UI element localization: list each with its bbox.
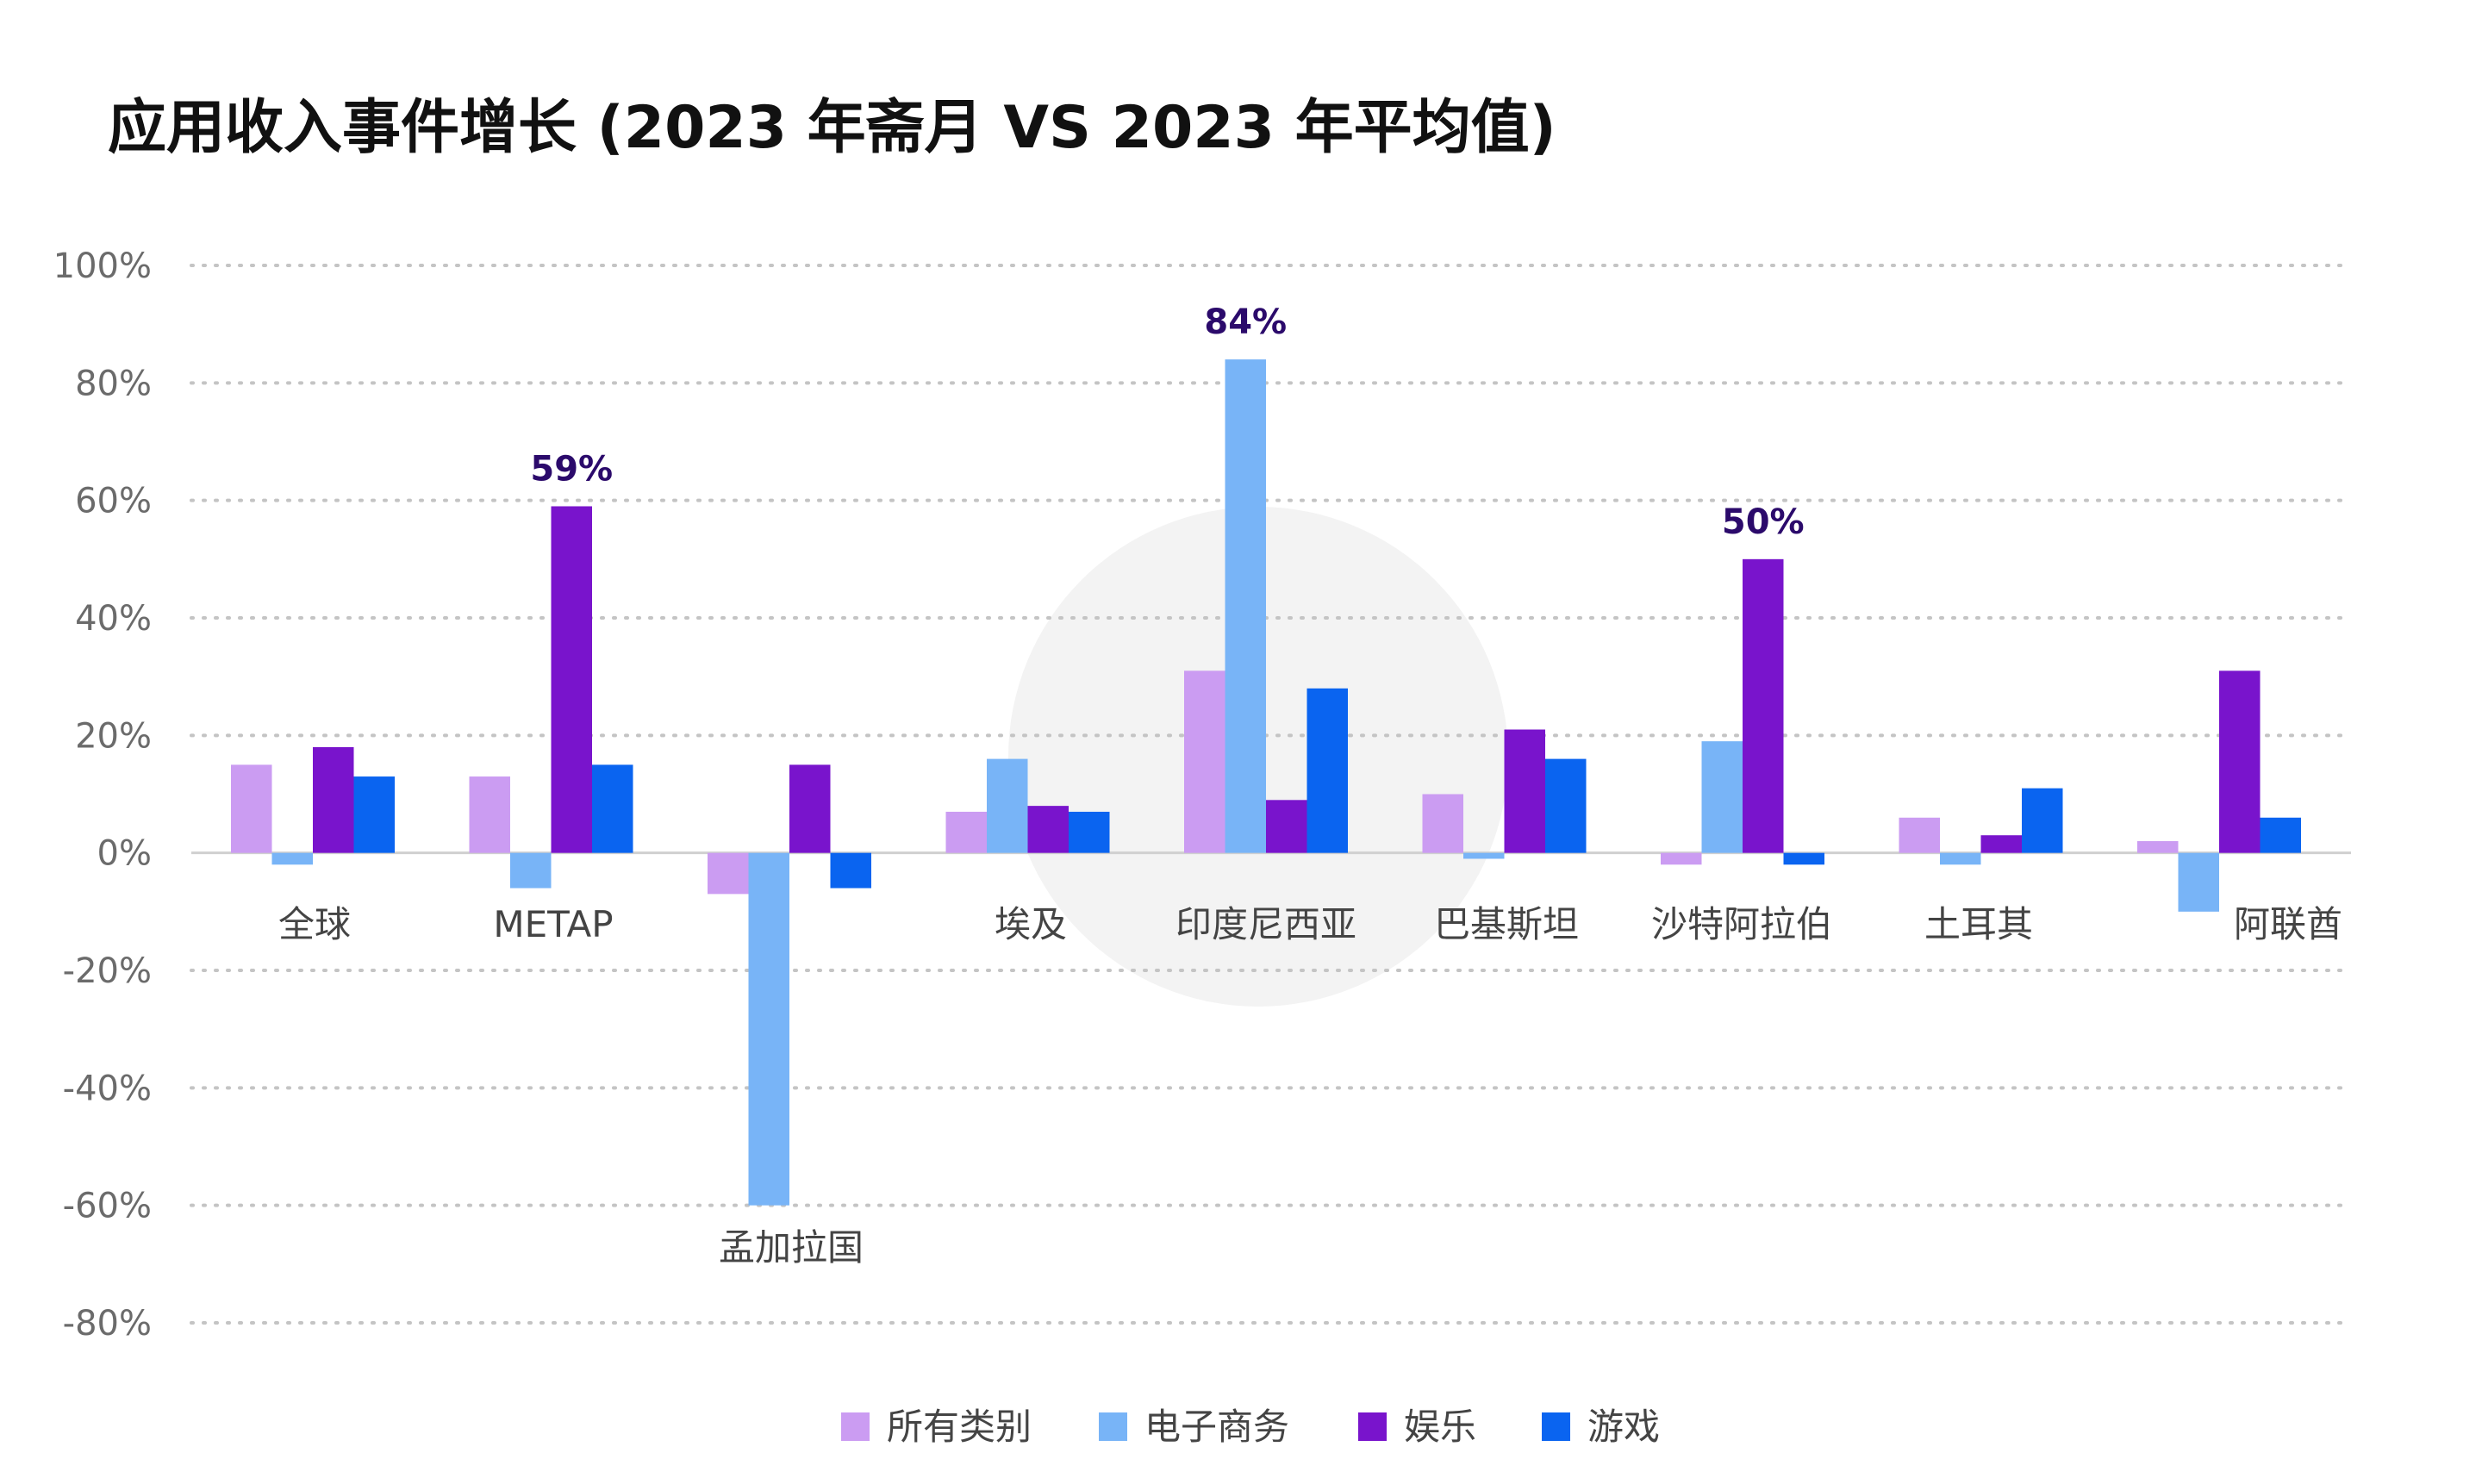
bar: [1069, 811, 1110, 853]
category-label: 土耳其: [1924, 903, 2033, 945]
bar: [592, 764, 633, 853]
legend-swatch: [1358, 1412, 1387, 1441]
bar: [1545, 758, 1587, 853]
y-tick-label: 100%: [53, 246, 152, 286]
bar: [1422, 794, 1463, 853]
bar: [1027, 806, 1069, 853]
bar: [1463, 852, 1505, 859]
category-label: METAP: [493, 903, 613, 945]
bar: [551, 506, 592, 853]
bar: [2178, 852, 2219, 912]
category-label: 全球: [278, 903, 351, 945]
category-label: 巴基斯坦: [1434, 903, 1579, 945]
bar: [2137, 841, 2179, 853]
bars: [231, 359, 2301, 1206]
data-label: 59%: [530, 449, 613, 489]
bar: [1899, 817, 1940, 853]
labels: 100% 80% 60% 40% 20% 0% -20% -40% -60% -80% 全球 META…: [53, 246, 2342, 1344]
bar: [231, 764, 272, 853]
bar: [748, 852, 789, 1206]
y-tick-label: -20%: [63, 951, 152, 991]
category-label: 沙特阿拉伯: [1651, 903, 1832, 945]
legend-swatch: [1099, 1412, 1127, 1441]
legend: 所有类别 电子商务 娱乐 游戏: [841, 1406, 1660, 1448]
bar: [987, 758, 1028, 853]
bar: [1940, 852, 1981, 865]
bar: [789, 764, 831, 853]
bar: [1701, 741, 1743, 853]
bar: [1783, 852, 1824, 865]
y-tick-label: 20%: [75, 716, 152, 756]
bar: [271, 852, 313, 865]
bar: [2260, 817, 2301, 853]
y-tick-label: 80%: [75, 364, 152, 403]
bar: [1266, 800, 1307, 853]
legend-swatch: [841, 1412, 870, 1441]
data-label: 50%: [1722, 502, 1805, 542]
legend-label: 娱乐: [1404, 1406, 1476, 1448]
category-label: 阿联酋: [2234, 903, 2342, 945]
legend-label: 电子商务: [1144, 1406, 1289, 1448]
bar: [353, 776, 395, 853]
gridlines: [190, 264, 2353, 1325]
y-tick-label: 40%: [75, 599, 152, 639]
y-tick-label: -60%: [63, 1187, 152, 1226]
bar: [1661, 852, 1702, 865]
y-tick-label: -80%: [63, 1304, 152, 1344]
data-label: 84%: [1204, 302, 1287, 342]
bar: [945, 811, 987, 853]
bar: [510, 852, 552, 889]
y-tick-label: -40%: [63, 1069, 152, 1108]
bar: [1184, 670, 1225, 853]
category-label: 埃及: [995, 903, 1067, 945]
category-label: 印度尼西亚: [1176, 903, 1356, 945]
category-label: 孟加拉国: [719, 1226, 864, 1269]
legend-label: 所有类别: [887, 1406, 1032, 1448]
bar: [313, 746, 354, 853]
legend-swatch: [1542, 1412, 1570, 1441]
chart-title: 应用收入事件增长 (2023 年斋月 VS 2023 年平均值): [108, 94, 1556, 162]
bar: [1225, 359, 1266, 853]
bar: [2022, 788, 2063, 853]
bar: [1743, 558, 1784, 853]
bar: [1980, 835, 2022, 853]
bar: [1504, 729, 1545, 853]
bar: [830, 852, 871, 889]
y-tick-label: 0%: [97, 834, 152, 874]
y-tick-label: 60%: [75, 482, 152, 521]
bar: [708, 852, 749, 895]
bar: [2219, 670, 2261, 853]
bar: [469, 776, 510, 853]
legend-label: 游戏: [1587, 1406, 1660, 1448]
bar: [1306, 688, 1348, 853]
